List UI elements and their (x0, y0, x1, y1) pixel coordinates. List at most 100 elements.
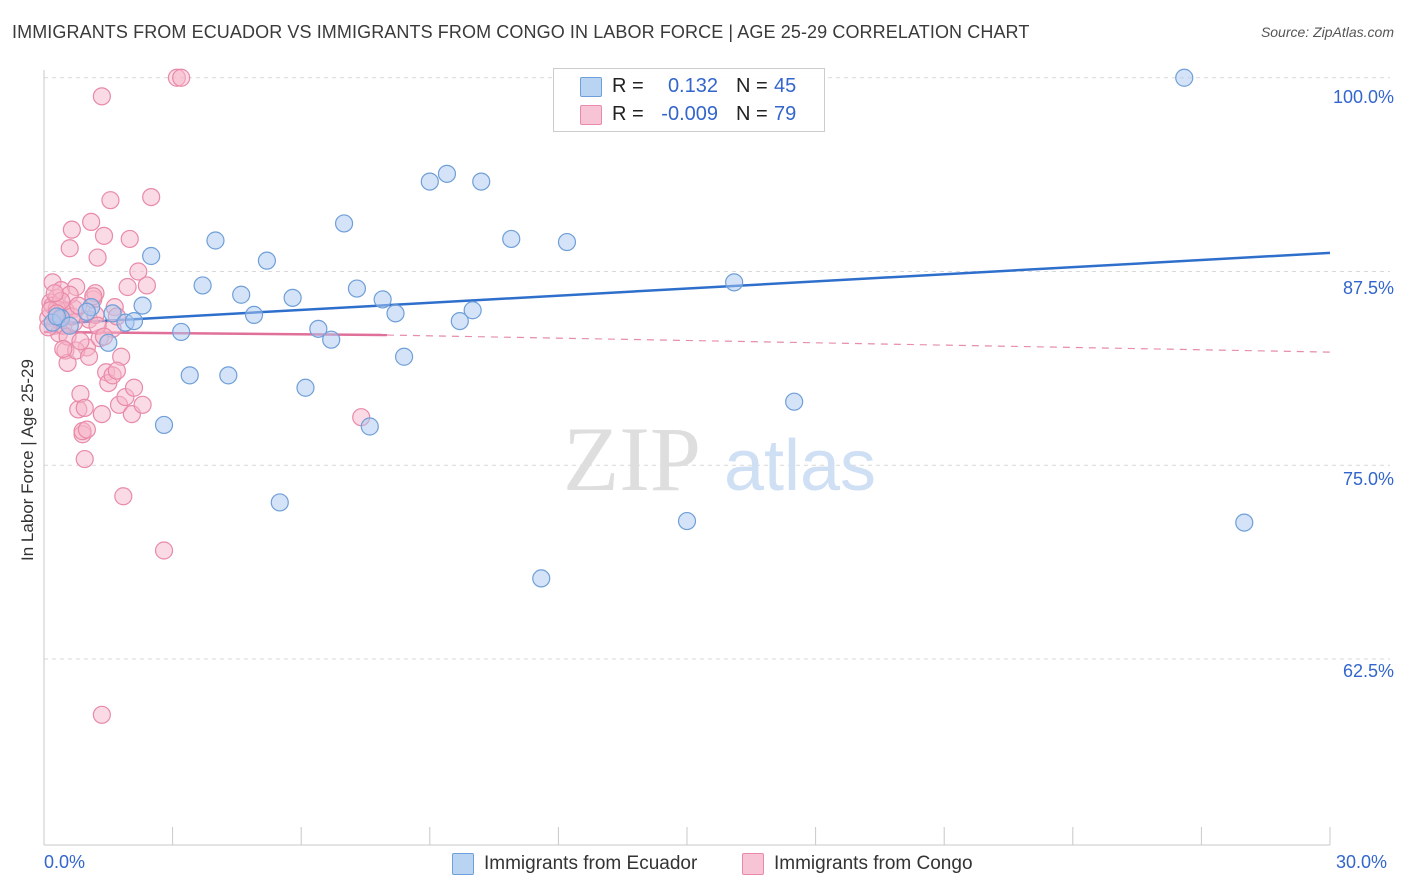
ecuador-point-9 (172, 322, 191, 342)
ecuador-point-40 (1235, 513, 1254, 532)
congo-point-67 (107, 361, 126, 380)
congo-point-61 (79, 347, 99, 366)
x-tick-label-min: 0.0% (44, 852, 86, 872)
ecuador-point-43 (77, 302, 96, 321)
congo-swatch (580, 105, 602, 125)
congo-point-38 (120, 229, 139, 249)
congo-point-17 (75, 449, 94, 469)
congo-point-49 (92, 87, 111, 106)
y-tick-label-62-5: 62.5% (1342, 661, 1394, 681)
ecuador-point-3 (99, 333, 118, 352)
congo-point-25 (92, 405, 111, 424)
ecuador-point-39 (1175, 68, 1194, 87)
ecuador-point-24 (360, 417, 379, 436)
series-ecuador-points (43, 68, 1254, 588)
congo-r-value: -0.009 (661, 103, 718, 125)
congo-point-40 (124, 378, 144, 397)
ecuador-point-12 (206, 231, 225, 250)
y-axis-label: In Labor Force | Age 25-29 (18, 359, 37, 561)
source-label: Source: ZipAtlas.com (1260, 24, 1394, 40)
congo-point-41 (129, 262, 148, 281)
stats-legend: R = 0.132 N = 45 R = -0.009 N = 79 (553, 68, 825, 132)
ecuador-point-16 (257, 251, 277, 270)
ecuador-point-29 (437, 164, 457, 183)
ecuador-point-19 (296, 378, 315, 397)
series-congo-points (39, 68, 371, 724)
watermark-zip: ZIP (563, 408, 701, 510)
ecuador-point-10 (180, 366, 199, 385)
congo-point-50 (92, 705, 111, 724)
congo-point-11 (62, 220, 81, 239)
ecuador-point-35 (557, 232, 577, 252)
gridlines (44, 77, 1390, 660)
ecuador-point-41 (47, 307, 66, 326)
ecuador-point-13 (219, 366, 238, 385)
ecuador-point-36 (677, 511, 697, 531)
ecuador-point-32 (472, 172, 491, 191)
congo-point-42 (133, 395, 152, 414)
ecuador-point-28 (420, 172, 439, 191)
stats-row-ecuador: R = 0.132 N = 45 (554, 73, 824, 101)
legend-congo-label: Immigrants from Congo (774, 853, 973, 874)
ecuador-point-8 (154, 415, 174, 435)
ecuador-point-22 (334, 214, 354, 233)
ecuador-n-value: 45 (774, 75, 797, 97)
congo-point-35 (114, 487, 133, 506)
watermark: ZIP atlas (563, 408, 876, 510)
ecuador-point-21 (322, 330, 341, 349)
congo-point-76 (54, 339, 73, 359)
ecuador-point-25 (373, 290, 392, 309)
x-ticks (43, 827, 1331, 845)
ecuador-point-33 (502, 229, 521, 249)
legend-ecuador-swatch (452, 853, 474, 875)
ecuador-point-14 (232, 285, 251, 304)
ecuador-point-7 (142, 246, 161, 266)
ecuador-n-label: N = (736, 75, 768, 97)
ecuador-point-15 (244, 305, 264, 324)
ecuador-point-17 (270, 493, 289, 512)
congo-point-57 (71, 332, 90, 351)
ecuador-point-26 (386, 304, 405, 323)
ecuador-point-37 (725, 273, 744, 292)
congo-point-60 (77, 420, 96, 439)
y-tick-label-100: 100.0% (1332, 87, 1394, 107)
congo-point-20 (82, 212, 101, 231)
trendline-congo-extension (386, 334, 1331, 353)
ecuador-point-27 (394, 347, 414, 366)
congo-point-23 (88, 248, 107, 267)
congo-point-47 (172, 68, 191, 87)
ecuador-point-23 (347, 279, 367, 298)
x-tick-label-max: 30.0% (1336, 852, 1388, 872)
congo-point-26 (94, 226, 114, 245)
ecuador-point-31 (463, 301, 482, 320)
ecuador-swatch (580, 77, 602, 97)
congo-point-45 (154, 541, 174, 560)
ecuador-point-30 (450, 312, 469, 331)
congo-r-label: R = (612, 103, 644, 125)
ecuador-r-value: 0.132 (667, 75, 718, 97)
legend-congo-swatch (742, 853, 764, 875)
stats-row-congo: R = -0.009 N = 79 (554, 101, 824, 129)
ecuador-point-44 (124, 312, 144, 331)
ecuador-point-20 (309, 319, 328, 338)
chart-title: IMMIGRANTS FROM ECUADOR VS IMMIGRANTS FR… (12, 22, 1030, 42)
congo-point-29 (101, 191, 120, 210)
congo-point-44 (142, 188, 161, 207)
ecuador-point-38 (785, 392, 804, 411)
ecuador-point-42 (60, 316, 79, 335)
congo-n-value: 79 (774, 103, 797, 125)
congo-point-37 (118, 277, 137, 297)
ecuador-point-6 (133, 296, 152, 315)
ecuador-point-4 (103, 304, 122, 323)
watermark-atlas: atlas (724, 426, 876, 506)
y-tick-label-87-5: 87.5% (1342, 278, 1394, 298)
congo-point-10 (60, 239, 79, 258)
ecuador-point-34 (532, 569, 551, 588)
congo-point-74 (45, 284, 64, 303)
congo-point-59 (75, 398, 94, 417)
y-tick-label-75: 75.0% (1342, 469, 1394, 489)
congo-point-43 (137, 276, 156, 295)
legend-ecuador-label: Immigrants from Ecuador (484, 853, 698, 874)
ecuador-r-label: R = (612, 75, 644, 97)
